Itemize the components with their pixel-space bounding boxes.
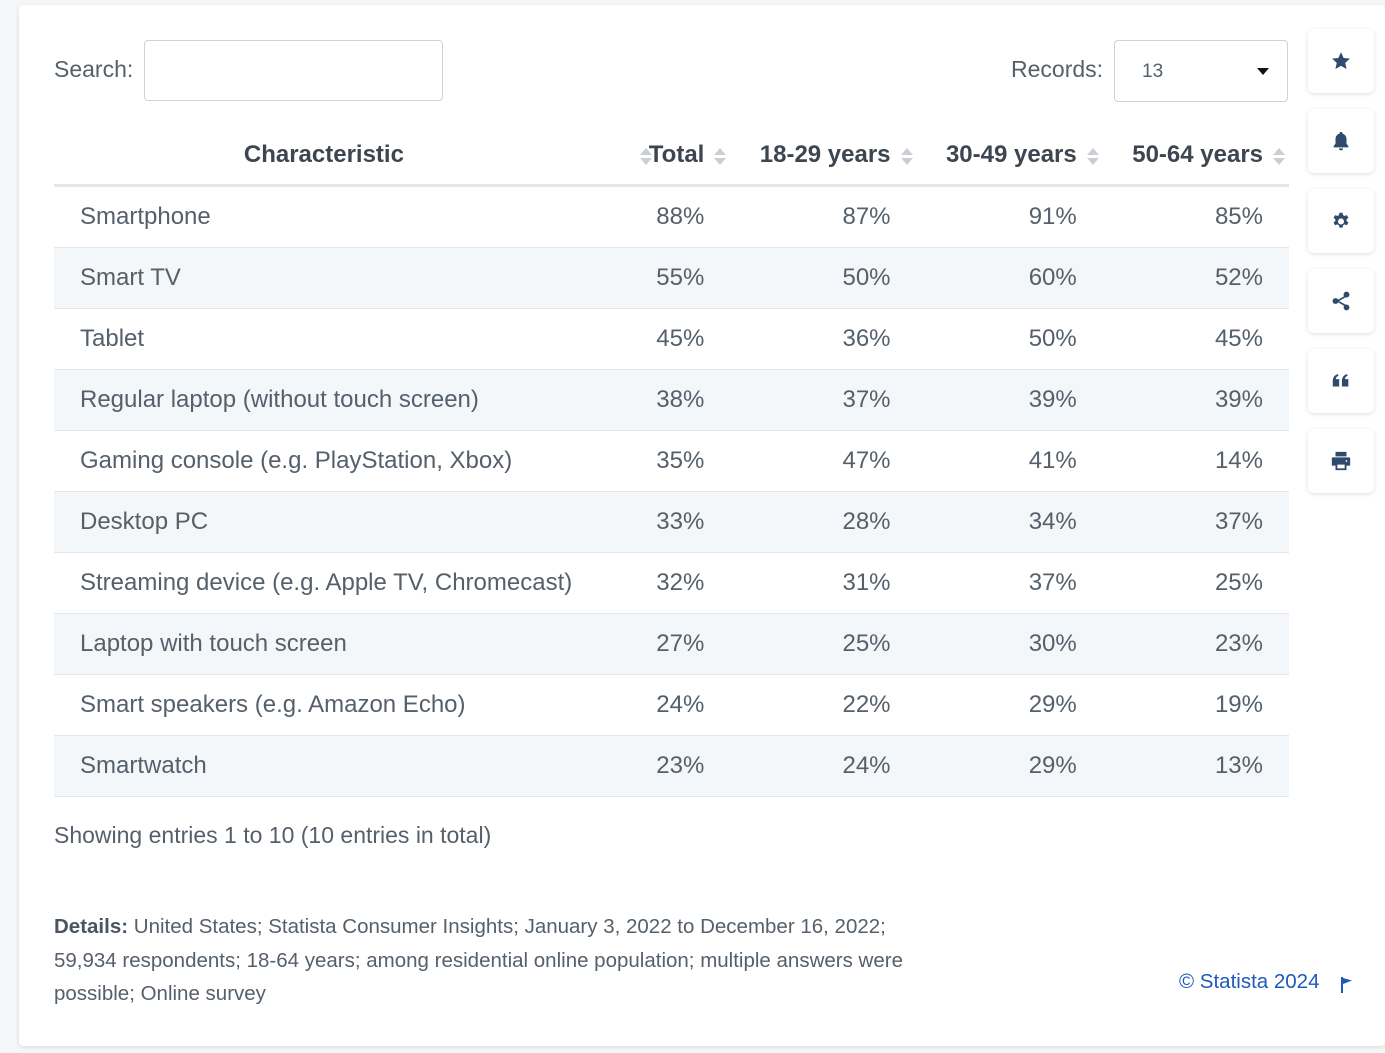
settings-button[interactable]	[1308, 189, 1374, 253]
cell-50-64: 25%	[1102, 552, 1289, 614]
cell-total: 27%	[619, 613, 731, 675]
cell-characteristic: Gaming console (e.g. PlayStation, Xbox)	[54, 430, 620, 492]
entries-summary: Showing entries 1 to 10 (10 entries in t…	[54, 822, 492, 848]
sort-icon	[1086, 148, 1099, 168]
table-row: Gaming console (e.g. PlayStation, Xbox) …	[54, 430, 1289, 492]
cell-total: 33%	[619, 491, 731, 553]
table-row: Streaming device (e.g. Apple TV, Chromec…	[54, 552, 1289, 614]
cell-characteristic: Desktop PC	[54, 491, 620, 553]
sort-icon	[1273, 148, 1285, 168]
records-label: Records:	[1011, 56, 1104, 82]
cell-total: 88%	[619, 185, 731, 248]
cell-total: 38%	[619, 369, 731, 431]
table-row: Smartphone 88% 87% 91% 85%	[54, 185, 1289, 248]
cell-50-64: 45%	[1102, 308, 1289, 370]
cell-characteristic: Tablet	[54, 308, 620, 370]
bell-icon	[1333, 131, 1349, 151]
cell-18-29: 25%	[730, 613, 917, 675]
cell-total: 35%	[619, 430, 731, 492]
quote-icon	[1332, 374, 1349, 387]
cell-18-29: 31%	[730, 552, 917, 614]
cell-total: 24%	[619, 674, 731, 736]
print-icon	[1331, 451, 1351, 471]
cell-characteristic: Smart TV	[54, 247, 620, 309]
records-select[interactable]: 13	[1114, 40, 1288, 102]
column-header-total[interactable]: Total	[619, 126, 731, 187]
search-label: Search:	[54, 56, 134, 82]
cell-characteristic: Streaming device (e.g. Apple TV, Chromec…	[54, 552, 620, 614]
cell-50-64: 52%	[1102, 247, 1289, 309]
flag-icon[interactable]	[1341, 977, 1353, 993]
details-body: United States; Statista Consumer Insight…	[54, 915, 903, 1005]
cell-total: 45%	[619, 308, 731, 370]
star-icon	[1332, 52, 1350, 69]
table-row: Laptop with touch screen 27% 25% 30% 23%	[54, 613, 1289, 675]
column-header-characteristic[interactable]: Characteristic	[54, 126, 652, 187]
cell-characteristic: Smartwatch	[54, 735, 620, 797]
column-header-18-29[interactable]: 18-29 years	[730, 126, 917, 187]
cell-characteristic: Regular laptop (without touch screen)	[54, 369, 620, 431]
cell-30-49: 91%	[916, 185, 1103, 248]
cell-characteristic: Smartphone	[54, 185, 620, 248]
share-icon	[1332, 291, 1350, 311]
cell-total: 23%	[619, 735, 731, 797]
cell-total: 32%	[619, 552, 731, 614]
cell-characteristic: Laptop with touch screen	[54, 613, 620, 675]
cell-30-49: 30%	[916, 613, 1103, 675]
cell-30-49: 39%	[916, 369, 1103, 431]
table-row: Smart TV 55% 50% 60% 52%	[54, 247, 1289, 309]
cell-50-64: 39%	[1102, 369, 1289, 431]
cell-30-49: 60%	[916, 247, 1103, 309]
cell-18-29: 28%	[730, 491, 917, 553]
cell-18-29: 47%	[730, 430, 917, 492]
table-row: Smart speakers (e.g. Amazon Echo) 24% 22…	[54, 674, 1289, 736]
cell-50-64: 85%	[1102, 185, 1289, 248]
cell-30-49: 50%	[916, 308, 1103, 370]
cell-18-29: 24%	[730, 735, 917, 797]
details-text: Details: United States; Statista Consume…	[54, 910, 954, 1011]
print-button[interactable]	[1308, 429, 1374, 493]
cell-30-49: 29%	[916, 735, 1103, 797]
cell-50-64: 23%	[1102, 613, 1289, 675]
cell-18-29: 22%	[730, 674, 917, 736]
gear-icon	[1333, 212, 1349, 228]
search-input[interactable]	[144, 40, 443, 101]
cell-50-64: 13%	[1102, 735, 1289, 797]
cell-18-29: 37%	[730, 369, 917, 431]
table-row: Tablet 45% 36% 50% 45%	[54, 308, 1289, 370]
table-header-row: Characteristic Total 18-29 years 30-49 y…	[54, 126, 1289, 187]
cell-30-49: 41%	[916, 430, 1103, 492]
sort-icon	[900, 148, 913, 168]
notification-button[interactable]	[1308, 109, 1374, 173]
column-header-50-64[interactable]: 50-64 years	[1102, 126, 1289, 187]
cell-30-49: 37%	[916, 552, 1103, 614]
cell-18-29: 50%	[730, 247, 917, 309]
cell-total: 55%	[619, 247, 731, 309]
sort-icon	[714, 148, 727, 168]
details-label: Details:	[54, 915, 129, 938]
copyright-link[interactable]: © Statista 2024	[1179, 970, 1320, 993]
cell-50-64: 19%	[1102, 674, 1289, 736]
cell-18-29: 87%	[730, 185, 917, 248]
cell-50-64: 37%	[1102, 491, 1289, 553]
records-value: 13	[1142, 61, 1164, 82]
cell-50-64: 14%	[1102, 430, 1289, 492]
data-table: Characteristic Total 18-29 years 30-49 y…	[54, 126, 1289, 797]
cell-30-49: 34%	[916, 491, 1103, 553]
table-row: Regular laptop (without touch screen) 38…	[54, 369, 1289, 431]
column-header-30-49[interactable]: 30-49 years	[916, 126, 1103, 187]
cell-18-29: 36%	[730, 308, 917, 370]
chevron-down-icon	[1257, 68, 1269, 75]
cell-characteristic: Smart speakers (e.g. Amazon Echo)	[54, 674, 620, 736]
favorite-button[interactable]	[1308, 29, 1374, 93]
share-button[interactable]	[1308, 269, 1374, 333]
table-row: Desktop PC 33% 28% 34% 37%	[54, 491, 1289, 553]
cell-30-49: 29%	[916, 674, 1103, 736]
table-row: Smartwatch 23% 24% 29% 13%	[54, 735, 1289, 797]
cite-button[interactable]	[1308, 349, 1374, 413]
